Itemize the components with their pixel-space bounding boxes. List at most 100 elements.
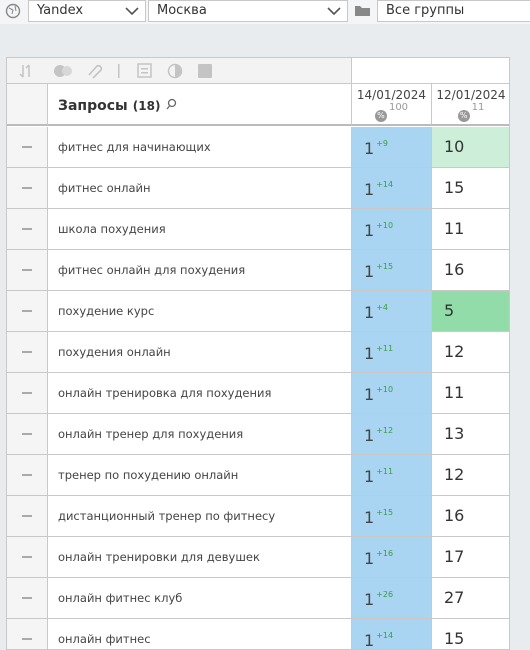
remove-button[interactable] — [22, 351, 32, 353]
query-row: похудения онлайн 1 +11 12 — [7, 332, 509, 373]
position-value: 1 — [364, 385, 375, 404]
position-current: 1 +11 — [352, 332, 432, 372]
position-value: 1 — [364, 180, 375, 199]
engine-select[interactable]: Yandex — [28, 0, 146, 22]
position-current: 1 +14 — [352, 168, 432, 208]
position-delta: +4 — [376, 303, 388, 312]
position-current: 1 +9 — [352, 127, 432, 167]
engine-value: Yandex — [37, 3, 84, 18]
position-current: 1 +15 — [352, 496, 432, 536]
query-row: онлайн фитнес клуб 1 +26 27 — [7, 578, 509, 619]
percent-badge: % — [457, 110, 470, 122]
position-previous: 11 — [432, 373, 509, 413]
remove-button[interactable] — [22, 474, 32, 476]
remove-button[interactable] — [22, 187, 32, 189]
position-current: 1 +15 — [352, 250, 432, 290]
remove-button[interactable] — [22, 310, 32, 312]
query-text: тренер по похудению онлайн — [48, 455, 352, 495]
position-current: 1 +10 — [352, 373, 432, 413]
position-previous: 13 — [432, 414, 509, 454]
date-value: 11 — [471, 102, 485, 113]
date-sub: %100 — [352, 102, 431, 122]
position-delta: +11 — [376, 344, 394, 353]
remove-button[interactable] — [22, 556, 32, 558]
query-header: Запросы (18) — [48, 84, 352, 126]
remove-button[interactable] — [22, 515, 32, 517]
position-previous: 17 — [432, 537, 509, 577]
region-value: Москва — [157, 3, 207, 18]
position-current: 1 +16 — [352, 537, 432, 577]
date-header: 14/01/2024 %100 — [352, 84, 432, 126]
query-text: онлайн тренер для похудения — [48, 414, 352, 454]
query-row: онлайн тренер для похудения 1 +12 13 — [7, 414, 509, 455]
query-count: (18) — [132, 99, 161, 113]
query-row: похудение курс 1 +4 5 — [7, 291, 509, 332]
row-action — [7, 127, 48, 167]
position-delta: +14 — [376, 631, 394, 640]
position-value: 1 — [364, 590, 375, 609]
position-value: 1 — [364, 549, 375, 568]
position-current: 1 +26 — [352, 578, 432, 618]
query-text: онлайн тренировки для девушек — [48, 537, 352, 577]
row-action — [7, 414, 48, 454]
position-delta: +10 — [376, 221, 394, 230]
query-text: похудения онлайн — [48, 332, 352, 372]
position-previous: 16 — [432, 496, 509, 536]
group-value: Все группы — [386, 3, 465, 18]
query-text: дистанционный тренер по фитнесу — [48, 496, 352, 536]
remove-button[interactable] — [22, 433, 32, 435]
query-row: онлайн тренировки для девушек 1 +16 17 — [7, 537, 509, 578]
position-value: 1 — [364, 631, 375, 650]
position-delta: +11 — [376, 467, 394, 476]
row-action — [7, 291, 48, 331]
position-delta: +12 — [376, 426, 394, 435]
toolbar-icons — [19, 63, 212, 79]
percent-badge: % — [374, 110, 387, 122]
date-label: 12/01/2024 — [436, 88, 506, 102]
date-sub: %11 — [432, 102, 509, 122]
date-label: 14/01/2024 — [356, 88, 427, 102]
position-current: 1 +12 — [352, 414, 432, 454]
remove-button[interactable] — [22, 228, 32, 230]
position-previous: 15 — [432, 168, 509, 208]
position-value: 1 — [364, 426, 375, 445]
row-action — [7, 332, 48, 372]
position-value: 1 — [364, 467, 375, 486]
row-action — [7, 373, 48, 413]
query-row: фитнес для начинающих 1 +9 10 — [7, 127, 509, 168]
position-previous: 12 — [432, 332, 509, 372]
query-row: фитнес онлайн для похудения 1 +15 16 — [7, 250, 509, 291]
rank-table: Запросы (18) 14/01/2024 %100 12/01/2024 %11… — [6, 57, 510, 650]
position-previous: 11 — [432, 209, 509, 249]
remove-button[interactable] — [22, 146, 32, 148]
remove-button[interactable] — [22, 597, 32, 599]
remove-button[interactable] — [22, 269, 32, 271]
position-delta: +9 — [376, 139, 388, 148]
query-text: похудение курс — [48, 291, 352, 331]
query-row: дистанционный тренер по фитнесу 1 +15 16 — [7, 496, 509, 537]
globe-icon — [5, 3, 21, 19]
query-title: Запросы — [58, 98, 128, 114]
position-previous: 10 — [432, 127, 509, 167]
filter-bar: Yandex Москва Все группы — [0, 0, 530, 24]
row-action — [7, 209, 48, 249]
position-previous: 5 — [432, 291, 509, 331]
row-action — [7, 496, 48, 536]
remove-button[interactable] — [22, 638, 32, 640]
position-value: 1 — [364, 262, 375, 281]
query-text: школа похудения — [48, 209, 352, 249]
remove-button[interactable] — [22, 392, 32, 394]
search-icon[interactable] — [166, 98, 178, 110]
query-text: фитнес онлайн для похудения — [48, 250, 352, 290]
row-action — [7, 168, 48, 208]
query-text: фитнес для начинающих — [48, 127, 352, 167]
header-blank — [7, 84, 48, 126]
position-current: 1 +11 — [352, 455, 432, 495]
region-select[interactable]: Москва — [148, 0, 348, 22]
folder-icon[interactable] — [354, 3, 372, 18]
group-select[interactable]: Все группы — [377, 0, 530, 22]
position-delta: +14 — [376, 180, 394, 189]
chevron — [327, 7, 341, 16]
toolbar-spacer — [352, 58, 509, 84]
query-row: онлайн фитнес 1 +14 15 — [7, 619, 509, 650]
